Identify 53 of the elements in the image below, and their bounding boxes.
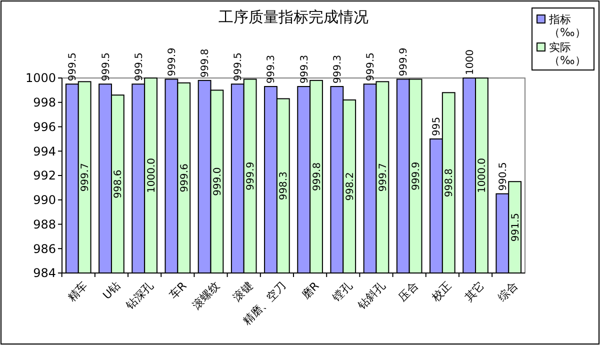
y-tick-label: 994 xyxy=(33,144,56,158)
x-tick-label: 压合 xyxy=(396,279,421,304)
data-label: 999.9 xyxy=(411,162,422,190)
data-label: 999.5 xyxy=(68,52,79,82)
legend-label: 实际（‰） xyxy=(549,41,586,67)
y-tick-label: 998 xyxy=(33,96,56,110)
x-tick-label: 滚键 xyxy=(230,279,256,304)
data-label: 991.5 xyxy=(510,212,522,242)
data-label: 998.8 xyxy=(444,168,456,198)
data-label: 999.3 xyxy=(266,54,278,84)
data-label: 999.8 xyxy=(200,48,212,78)
x-tick-label: 其它 xyxy=(462,279,488,304)
data-label: 999.8 xyxy=(312,162,323,192)
y-tick-label: 1000 xyxy=(25,71,56,86)
chart-title: 工序质量指标完成情况 xyxy=(218,8,368,26)
data-label: 999.5 xyxy=(100,52,112,82)
x-tick-label: 钻深孔 xyxy=(122,279,156,313)
data-label: 999.5 xyxy=(233,52,244,82)
x-tick-label: 磨R xyxy=(299,279,322,302)
x-tick-label: U钻 xyxy=(100,279,124,302)
legend-label: 指标（‰） xyxy=(548,13,586,39)
x-tick-label: 综合 xyxy=(495,279,520,304)
data-label: 998.2 xyxy=(344,172,356,201)
x-tick-label: 滚螺纹 xyxy=(190,279,222,312)
data-label: 999.3 xyxy=(332,54,344,84)
data-label: 999.9 xyxy=(166,48,178,76)
y-tick-label: 984 xyxy=(33,266,56,280)
data-label: 999.7 xyxy=(80,163,92,192)
y-tick-label: 986 xyxy=(33,242,56,256)
y-tick-label: 988 xyxy=(33,217,56,232)
data-label: 990.5 xyxy=(498,162,509,191)
data-label: 998.6 xyxy=(113,170,124,198)
data-label: 999.9 xyxy=(246,162,257,190)
data-label: 999.6 xyxy=(179,164,190,192)
x-tick-label: 镗孔 xyxy=(329,279,355,305)
data-label: 998.3 xyxy=(278,172,290,200)
data-label: 999.9 xyxy=(398,48,410,76)
data-label: 999.0 xyxy=(212,167,224,196)
y-tick-label: 990 xyxy=(33,193,56,208)
x-tick-label: 精车 xyxy=(65,279,90,304)
data-label: 999.5 xyxy=(366,52,377,82)
data-label: 999.3 xyxy=(299,54,310,84)
y-tick-label: 992 xyxy=(33,168,56,183)
x-tick-label: 钻斜孔 xyxy=(354,279,388,313)
data-label: 1000.0 xyxy=(146,158,158,193)
data-label: 999.7 xyxy=(378,163,389,192)
x-tick-label: 车R xyxy=(166,279,190,302)
data-label: 1000.0 xyxy=(477,158,488,193)
data-label: 1000 xyxy=(464,50,476,75)
data-label: 995 xyxy=(432,116,443,136)
data-label: 999.5 xyxy=(134,52,145,82)
x-tick-label: 校正 xyxy=(428,279,454,305)
y-tick-label: 996 xyxy=(33,120,56,134)
